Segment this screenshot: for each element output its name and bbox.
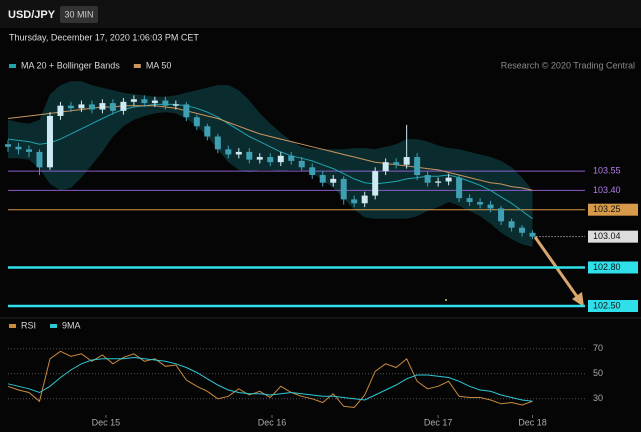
timeframe: 30 MIN bbox=[64, 9, 93, 19]
x-tick-label: Dec 18 bbox=[518, 417, 547, 427]
legend-swatch bbox=[9, 64, 16, 68]
candle-body bbox=[340, 178, 347, 200]
candle-body bbox=[225, 149, 232, 155]
candle-body bbox=[204, 126, 211, 137]
candle-body bbox=[193, 117, 200, 127]
timeframe-badge[interactable] bbox=[60, 6, 98, 23]
level-box bbox=[588, 300, 638, 313]
candle-body bbox=[277, 155, 284, 163]
x-tick-label: Dec 15 bbox=[92, 417, 121, 427]
candle-body bbox=[183, 104, 190, 118]
candle-body bbox=[298, 160, 305, 168]
level-label: 103.40 bbox=[593, 185, 621, 195]
candle-body bbox=[487, 204, 494, 209]
y-tick-label: 50 bbox=[593, 368, 603, 378]
legend-label: RSI bbox=[21, 320, 36, 330]
x-tick-label: Dec 17 bbox=[424, 417, 453, 427]
candle-body bbox=[235, 151, 242, 155]
candle-body bbox=[256, 157, 263, 160]
candle-body bbox=[372, 171, 379, 196]
candle-body bbox=[120, 101, 127, 111]
candle-body bbox=[246, 151, 253, 160]
candle-body bbox=[445, 177, 452, 182]
y-tick-label: 70 bbox=[593, 343, 603, 353]
source: Research © 2020 Trading Central bbox=[501, 60, 635, 70]
candle-body bbox=[36, 151, 43, 168]
candle-body bbox=[214, 136, 221, 150]
candle-body bbox=[435, 181, 442, 183]
candle-body bbox=[309, 167, 316, 176]
legend-label: 9MA bbox=[62, 320, 81, 330]
y-tick-label: 30 bbox=[593, 393, 603, 403]
level-box bbox=[588, 203, 638, 216]
candle-body bbox=[130, 99, 137, 102]
level-label: 102.50 bbox=[593, 300, 621, 310]
candle-body bbox=[477, 201, 484, 205]
candle-body bbox=[67, 105, 74, 109]
x-tick-label: Dec 16 bbox=[258, 417, 287, 427]
candle-body bbox=[109, 103, 116, 111]
legend-swatch bbox=[50, 324, 58, 328]
level-label: 103.55 bbox=[593, 166, 621, 176]
ma-line bbox=[7, 103, 533, 220]
candle-body bbox=[498, 208, 505, 222]
candle-body bbox=[403, 157, 410, 165]
candle-body bbox=[519, 227, 526, 233]
candle-body bbox=[57, 105, 64, 116]
candle-body bbox=[330, 178, 337, 183]
candle-body bbox=[162, 100, 169, 106]
candle-body bbox=[15, 146, 22, 150]
candle-body bbox=[466, 198, 473, 202]
candle-body bbox=[288, 155, 295, 161]
legend-swatch bbox=[133, 64, 141, 68]
candle-body bbox=[267, 157, 274, 163]
candle-body bbox=[172, 104, 179, 106]
level-box bbox=[588, 230, 638, 243]
candle-body bbox=[319, 175, 326, 183]
candle-body bbox=[88, 104, 95, 110]
ma-line bbox=[7, 105, 533, 191]
header-bar bbox=[0, 0, 641, 28]
candle-body bbox=[351, 199, 358, 204]
candle-body bbox=[151, 100, 158, 104]
candle-body bbox=[424, 175, 431, 183]
candle-body bbox=[5, 144, 11, 147]
level-label: 103.04 bbox=[593, 231, 621, 241]
legend-swatch bbox=[9, 324, 16, 328]
candle-body bbox=[361, 195, 368, 204]
candle-body bbox=[414, 157, 421, 176]
legend-label: MA 50 bbox=[146, 60, 172, 70]
candle-body bbox=[529, 232, 536, 237]
level-box bbox=[588, 261, 638, 274]
marker-dot bbox=[445, 299, 447, 301]
level-label: 103.25 bbox=[593, 204, 621, 214]
candle-body bbox=[393, 162, 400, 165]
candle-body bbox=[99, 103, 106, 110]
rsi-line bbox=[7, 356, 533, 402]
candle-body bbox=[46, 115, 53, 168]
candle-body bbox=[456, 177, 463, 199]
candle-body bbox=[141, 99, 148, 104]
candle-body bbox=[78, 104, 85, 109]
candle-body bbox=[508, 221, 515, 228]
candle-body bbox=[25, 149, 32, 152]
arrow-head bbox=[572, 292, 584, 307]
level-label: 102.80 bbox=[593, 262, 621, 272]
candle-body bbox=[382, 162, 389, 172]
legend-label: MA 20 + Bollinger Bands bbox=[21, 60, 120, 70]
chart-title: USD/JPY bbox=[8, 9, 56, 21]
date: Thursday, December 17, 2020 1:06:03 PM C… bbox=[9, 32, 199, 42]
